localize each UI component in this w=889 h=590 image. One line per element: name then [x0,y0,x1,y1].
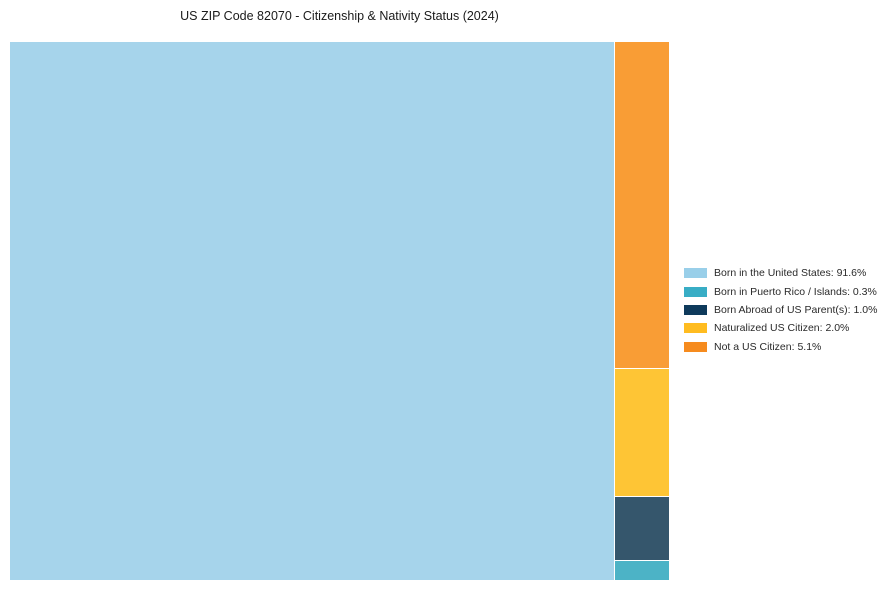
treemap-block-not-a-us-citizen[interactable] [615,42,669,368]
legend-item-not-a-us-citizen[interactable]: Not a US Citizen: 5.1% [684,338,877,356]
legend-swatch-naturalized-us-citizen [684,323,707,334]
legend-label-not-a-us-citizen: Not a US Citizen: 5.1% [714,340,822,353]
legend-swatch-born-abroad-of-us-parent-s [684,304,707,315]
legend-label-born-in-the-united-states: Born in the United States: 91.6% [714,267,867,280]
treemap-block-born-in-the-united-states[interactable] [10,42,614,580]
treemap-block-born-in-puerto-rico-islands[interactable] [615,561,669,580]
treemap-block-born-abroad-of-us-parent-s[interactable] [615,497,669,560]
treemap-plot-area [10,42,669,580]
legend-item-born-abroad-of-us-parent-s[interactable]: Born Abroad of US Parent(s): 1.0% [684,301,877,319]
chart-title: US ZIP Code 82070 - Citizenship & Nativi… [180,9,499,23]
legend: Born in the United States: 91.6% Born in … [684,264,877,356]
legend-label-naturalized-us-citizen: Naturalized US Citizen: 2.0% [714,322,850,335]
legend-item-born-in-puerto-rico-islands[interactable]: Born in Puerto Rico / Islands: 0.3% [684,282,877,300]
legend-swatch-not-a-us-citizen [684,341,707,352]
legend-swatch-born-in-the-united-states [684,268,707,279]
legend-label-born-abroad-of-us-parent-s: Born Abroad of US Parent(s): 1.0% [714,303,878,316]
legend-label-born-in-puerto-rico-islands: Born in Puerto Rico / Islands: 0.3% [714,285,877,298]
legend-swatch-born-in-puerto-rico-islands [684,286,707,297]
treemap-block-naturalized-us-citizen[interactable] [615,369,669,496]
legend-item-born-in-the-united-states[interactable]: Born in the United States: 91.6% [684,264,877,282]
legend-item-naturalized-us-citizen[interactable]: Naturalized US Citizen: 2.0% [684,319,877,337]
